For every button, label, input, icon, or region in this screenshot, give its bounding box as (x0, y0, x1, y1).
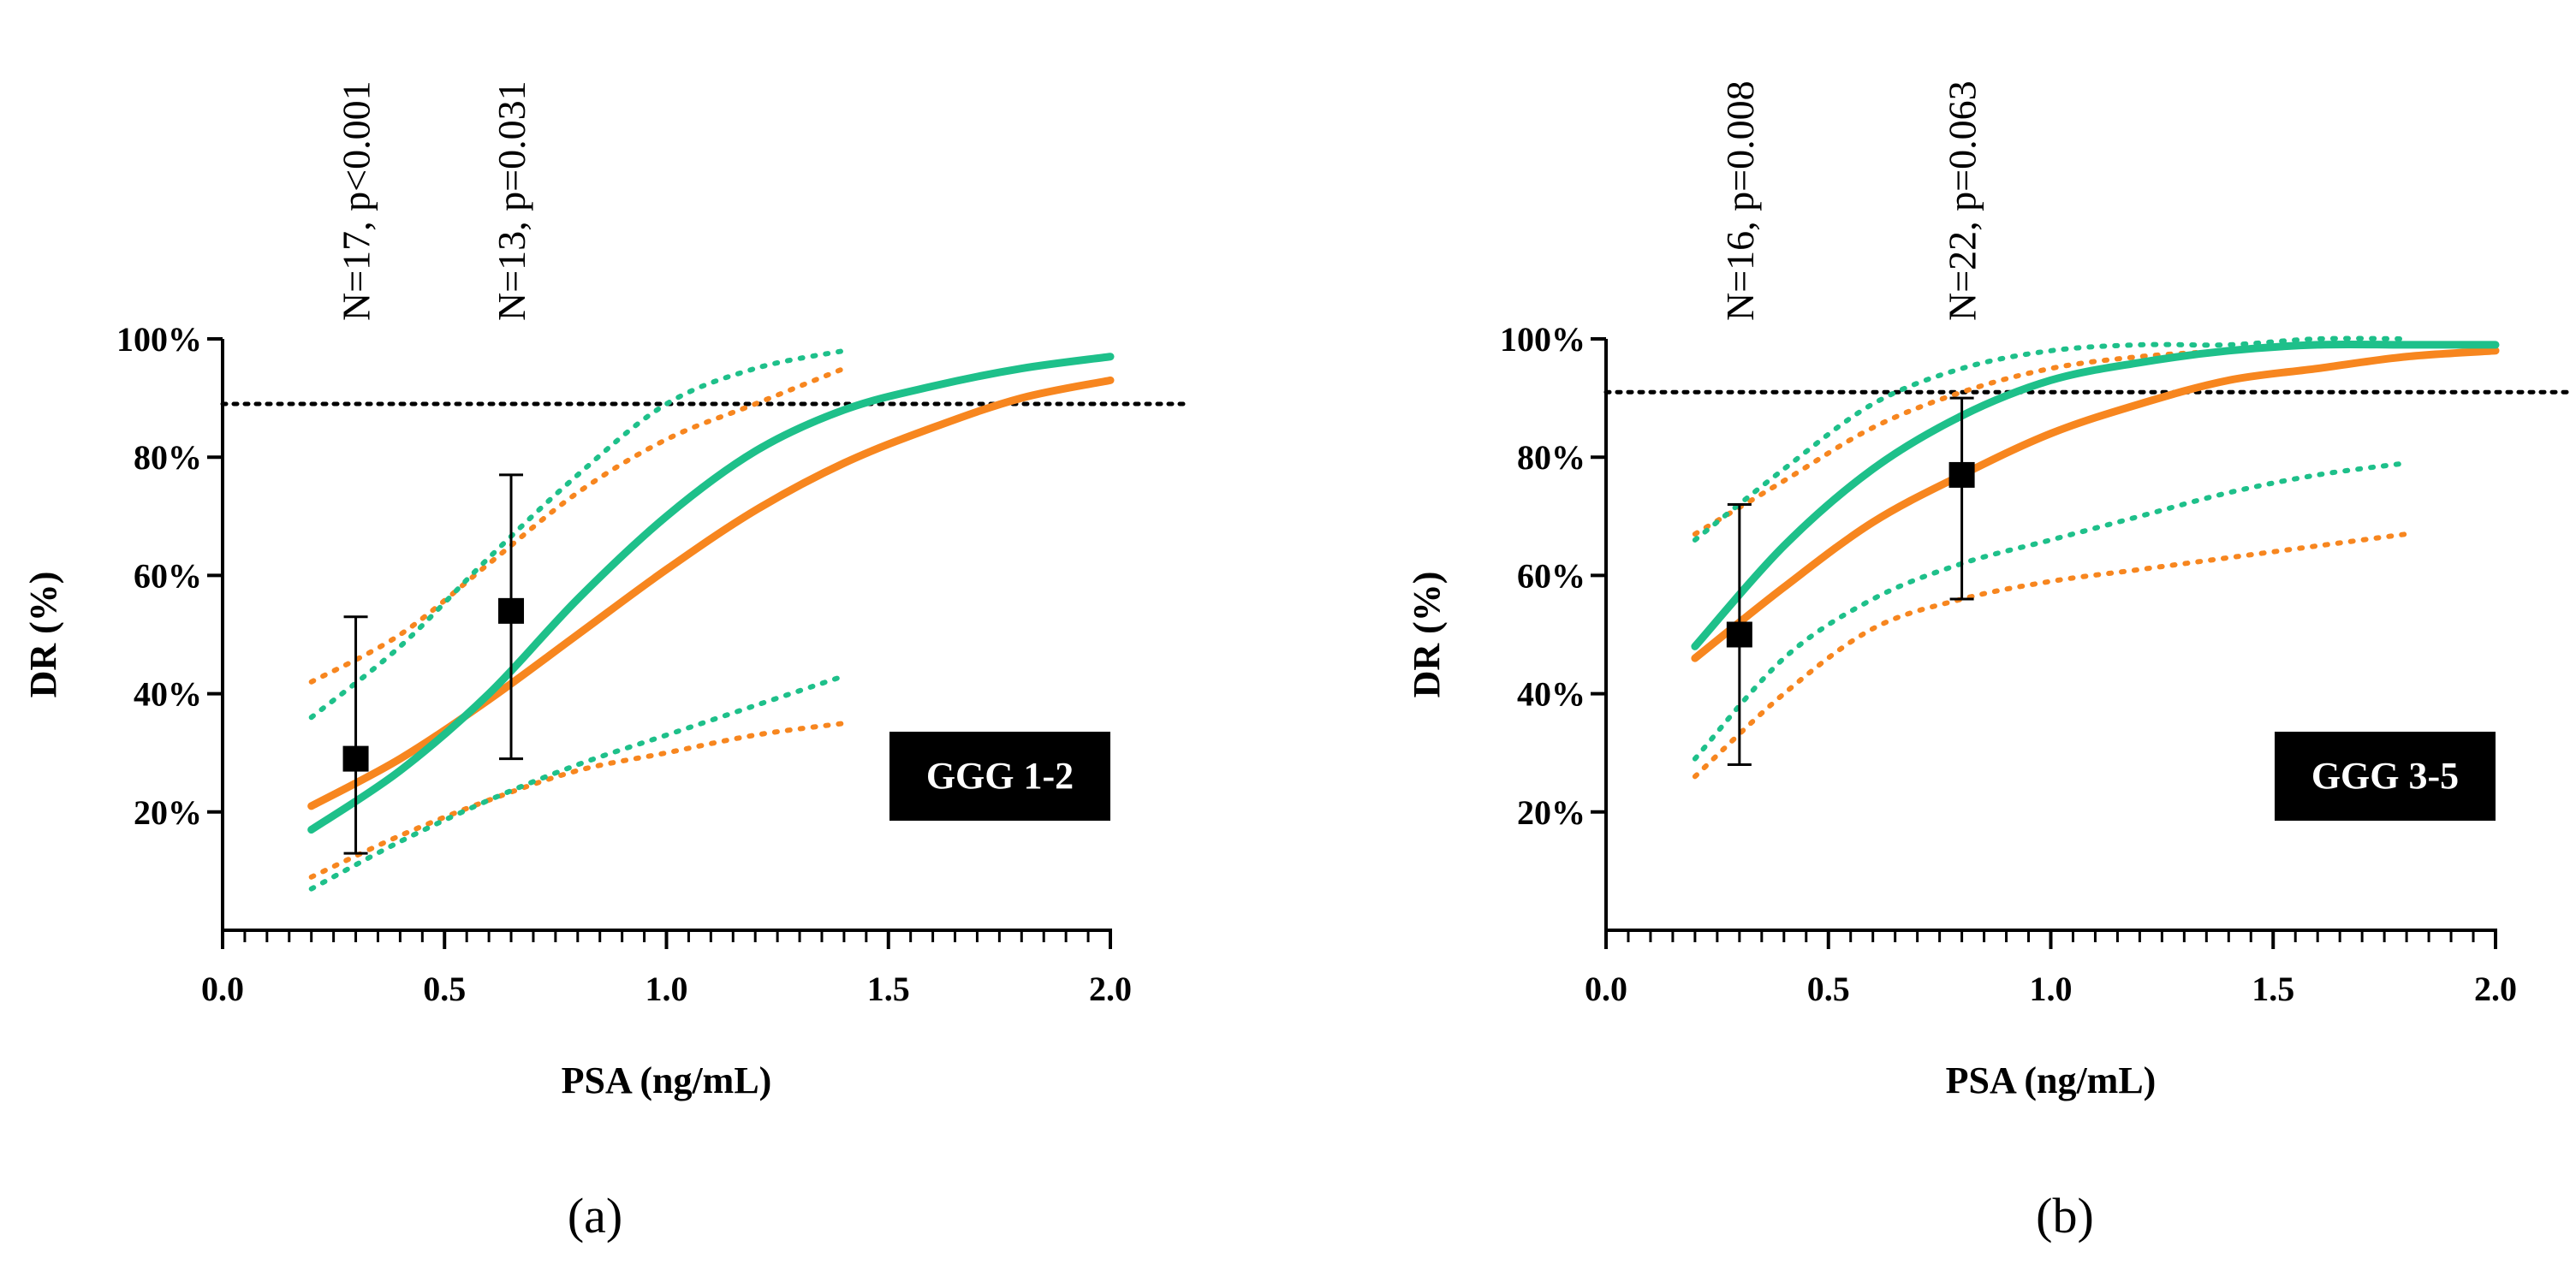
x-tick-label: 1.5 (867, 970, 910, 1008)
series-green-ci-upper (308, 347, 847, 721)
group-label-box (2275, 732, 2496, 821)
series-orange-ci-lower (308, 721, 847, 880)
series-green-ci-upper (1692, 335, 2410, 543)
x-tick-label: 0.0 (1585, 970, 1627, 1008)
y-tick-label: 100% (1500, 320, 1585, 359)
chart-panel-a: 20% 40% 60% 80% 100% 0.0 0.5 1.0 1.5 2.0 PSA (ng/m… (22, 80, 1190, 1243)
panel-label: (b) (2036, 1188, 2094, 1243)
group-label: GGG 3-5 (2311, 755, 2459, 797)
y-tick-label: 20% (134, 793, 202, 832)
series-orange-fit (1691, 347, 2500, 662)
y-tick-label: 60% (134, 556, 202, 595)
y-tick-label: 100% (116, 320, 202, 359)
point-annotation: N=16, p=0.008 (1718, 80, 1762, 321)
x-tick-label: 2.0 (2474, 970, 2517, 1008)
y-axis-title: DR (%) (22, 572, 64, 698)
y-axis-title: DR (%) (1406, 572, 1448, 698)
x-tick-label: 0.5 (1807, 970, 1850, 1008)
panel-label: (a) (568, 1188, 622, 1243)
group-label-box (889, 732, 1110, 821)
x-tick-label: 2.0 (1089, 970, 1132, 1008)
x-tick-label: 1.5 (2252, 970, 2294, 1008)
series-green-fit (307, 353, 1115, 834)
series-orange-ci-lower (1692, 531, 2410, 780)
x-tick-label: 0.0 (201, 970, 244, 1008)
chart-panel-b: 20% 40% 60% 80% 100% 0.0 0.5 1.0 1.5 2.0 PSA (ng/m… (1406, 80, 2575, 1243)
data-point (342, 745, 369, 772)
data-point (498, 597, 525, 624)
y-tick-label: 40% (1517, 675, 1585, 714)
group-label: GGG 1-2 (926, 755, 1074, 797)
y-tick-label: 80% (134, 438, 202, 477)
data-point (1948, 461, 1975, 488)
x-tick-label: 1.0 (2030, 970, 2073, 1008)
x-tick-label: 1.0 (645, 970, 688, 1008)
x-axis-title: PSA (ng/mL) (562, 1059, 772, 1101)
x-tick-label: 0.5 (423, 970, 466, 1008)
point-annotation: N=22, p=0.063 (1941, 80, 1984, 321)
y-tick-label: 80% (1517, 438, 1585, 477)
y-tick-label: 60% (1517, 556, 1585, 595)
point-annotation: N=17, p<0.001 (335, 80, 378, 321)
data-point (1726, 621, 1752, 648)
x-axis-title: PSA (ng/mL) (1946, 1059, 2157, 1101)
y-tick-label: 40% (134, 675, 202, 714)
series-green-fit (1691, 340, 2500, 650)
series-green-ci-lower (1692, 460, 2410, 762)
y-tick-label: 20% (1517, 793, 1585, 832)
series-green-ci-lower (308, 673, 847, 892)
series-orange-ci-upper (308, 365, 847, 685)
point-annotation: N=13, p=0.031 (490, 80, 533, 321)
